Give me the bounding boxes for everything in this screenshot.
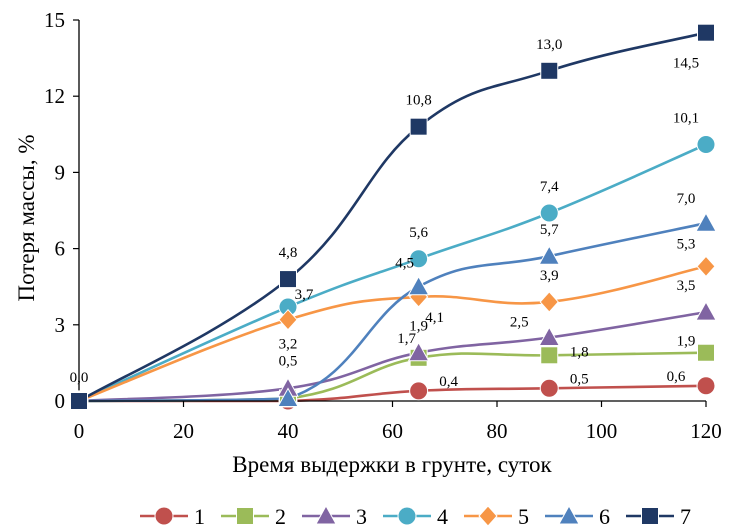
series-1-point — [696, 376, 716, 396]
y-tick-label: 15 — [44, 8, 65, 32]
series-4-point — [539, 203, 559, 223]
series-3-point — [538, 326, 561, 346]
series-1-point — [409, 381, 429, 401]
x-tick-label: 40 — [278, 419, 299, 443]
series-6-point — [407, 275, 430, 296]
legend-marker-2 — [236, 507, 254, 525]
x-tick-label: 120 — [690, 419, 722, 443]
series-1-point — [539, 378, 559, 398]
data-label: 2,5 — [510, 315, 529, 331]
axes — [73, 19, 707, 407]
x-tick-label: 80 — [487, 419, 508, 443]
y-tick-label: 0 — [55, 389, 66, 413]
legend-label-1: 1 — [194, 504, 205, 529]
data-label: 14,5 — [673, 56, 699, 72]
data-label: 10,1 — [673, 110, 699, 126]
series-3-point — [407, 341, 430, 362]
data-label: 4,8 — [279, 245, 298, 261]
data-label: 7,0 — [677, 191, 696, 207]
series-4-point — [696, 134, 716, 154]
legend-label-5: 5 — [518, 504, 529, 529]
series-5-point — [539, 291, 559, 313]
data-label: 0,4 — [439, 374, 458, 390]
data-label: 5,7 — [540, 222, 559, 238]
data-label: 3,9 — [540, 268, 559, 284]
legend-label-7: 7 — [680, 504, 691, 529]
series-7-point — [697, 23, 715, 42]
series-6-point — [695, 212, 717, 232]
series-line-6 — [78, 221, 707, 403]
tick-labels: 0 20 40 60 80 100 120 0 3 6 9 12 15 — [44, 8, 722, 443]
series-7-point — [409, 117, 428, 136]
series-7-point — [279, 270, 297, 289]
y-tick-label: 3 — [55, 313, 66, 337]
series-markers — [68, 23, 717, 412]
data-label: 5,3 — [677, 236, 696, 252]
series-5-point — [278, 308, 298, 331]
x-tick-label: 60 — [382, 419, 403, 443]
legend-label-4: 4 — [437, 504, 448, 529]
series-6-point — [538, 245, 561, 265]
legend-marker-4 — [397, 506, 417, 526]
data-label: 10,8 — [406, 93, 432, 109]
data-label: 3,5 — [677, 278, 696, 294]
legend-marker-1 — [154, 506, 174, 526]
data-label: 0,5 — [279, 353, 298, 369]
data-label: 0,6 — [667, 369, 686, 385]
series-line-5 — [78, 265, 707, 403]
series-3-point — [695, 301, 717, 321]
series-5-point — [696, 255, 716, 278]
legend-label-6: 6 — [599, 504, 610, 529]
legend-label-2: 2 — [275, 504, 286, 529]
data-label: 1,9 — [677, 334, 696, 350]
legend-marker-5 — [478, 505, 498, 527]
data-label: 1,8 — [570, 344, 589, 360]
legend-marker-6 — [558, 504, 580, 525]
series-2-point — [540, 346, 559, 365]
series-4-point — [409, 249, 429, 269]
x-tick-label: 0 — [74, 419, 85, 443]
y-axis-title: Потеря массы, % — [14, 134, 39, 301]
series-2-point — [697, 343, 715, 362]
data-label: 1,9 — [409, 319, 428, 335]
series-7-point — [70, 392, 88, 410]
data-label: 5,6 — [409, 225, 428, 241]
x-axis-title: Время выдержки в грунте, суток — [232, 452, 552, 477]
series-6-point — [277, 387, 299, 407]
plot-area — [78, 31, 707, 403]
data-label: 3,2 — [279, 337, 298, 353]
data-label: 0,5 — [570, 371, 589, 387]
series-line-7 — [78, 31, 707, 403]
data-label: 0,0 — [70, 370, 89, 386]
y-tick-label: 6 — [55, 237, 66, 261]
data-label: 3,7 — [295, 287, 314, 303]
data-label: 13,0 — [536, 37, 562, 53]
data-label: 4,1 — [425, 310, 444, 326]
series-line-1 — [79, 384, 707, 403]
y-tick-label: 9 — [55, 160, 66, 184]
legend-label-3: 3 — [356, 504, 367, 529]
legend: 1 2 3 4 5 6 7 — [140, 504, 691, 529]
x-tick-label: 20 — [173, 419, 194, 443]
legend-marker-3 — [315, 504, 337, 525]
data-label: 4,5 — [395, 256, 414, 272]
x-tick-label: 100 — [586, 419, 618, 443]
series-7-point — [540, 61, 559, 80]
legend-marker-7 — [641, 507, 659, 525]
data-labels: 0,4 0,5 0,6 1,7 1,8 1,9 0,5 1,9 2,5 3,5 3,7 5,6 7,4 1… — [70, 37, 700, 390]
data-label: 7,4 — [540, 179, 559, 195]
y-tick-label: 12 — [44, 84, 65, 108]
data-label: 1,7 — [397, 331, 416, 347]
